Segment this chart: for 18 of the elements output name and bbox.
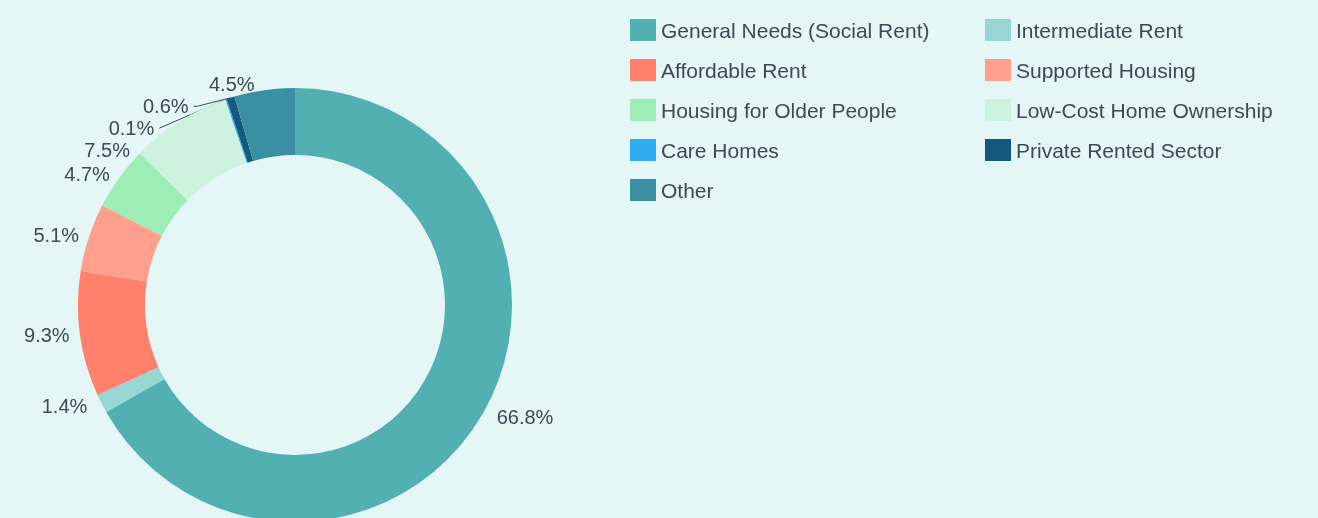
data-label: 0.6% (142, 95, 189, 118)
legend-label: Housing for Older People (661, 98, 897, 122)
legend-label: Affordable Rent (661, 58, 807, 82)
data-label: 1.4% (41, 395, 88, 418)
data-label: 0.1% (108, 117, 155, 140)
data-label: 4.7% (64, 163, 111, 186)
legend-label: Other (661, 178, 714, 202)
legend-label: Low-Cost Home Ownership (1016, 98, 1273, 122)
legend-label: Supported Housing (1016, 58, 1196, 82)
data-label: 9.3% (24, 324, 70, 347)
legend-label: Private Rented Sector (1016, 138, 1222, 162)
legend-label: Intermediate Rent (1016, 18, 1184, 42)
data-label: 4.5% (208, 73, 255, 96)
data-label: 5.1% (33, 224, 80, 247)
data-label: 66.8% (496, 406, 554, 429)
legend-label: Care Homes (661, 138, 779, 162)
data-label: 7.5% (84, 139, 131, 162)
legend-label: General Needs (Social Rent) (661, 18, 930, 42)
